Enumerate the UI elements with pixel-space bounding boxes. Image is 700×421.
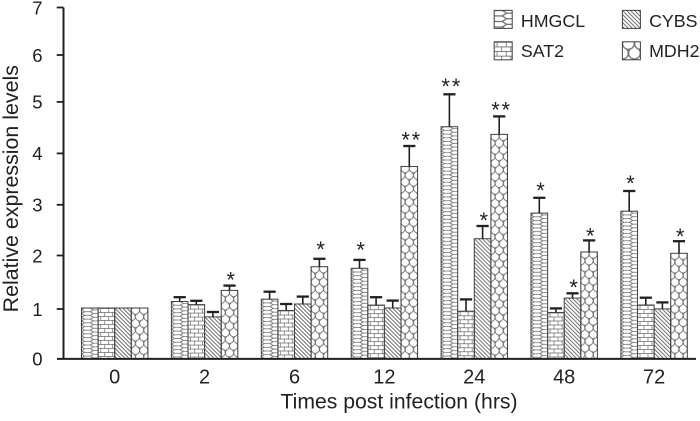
svg-text:*: *: [401, 128, 410, 153]
svg-text:HMGCL: HMGCL: [521, 11, 585, 31]
svg-text:Times post infection (hrs): Times post infection (hrs): [280, 391, 517, 414]
svg-text:*: *: [480, 208, 489, 233]
svg-text:6: 6: [32, 45, 42, 66]
svg-text:*: *: [491, 97, 500, 122]
svg-text:*: *: [626, 171, 635, 196]
svg-text:24: 24: [463, 367, 485, 389]
svg-text:*: *: [356, 237, 365, 262]
svg-text:72: 72: [643, 367, 665, 389]
svg-text:4: 4: [32, 143, 42, 164]
svg-text:Relative expression levels: Relative expression levels: [0, 65, 23, 312]
svg-text:CYBS: CYBS: [649, 11, 698, 31]
svg-text:48: 48: [553, 367, 575, 389]
svg-text:2: 2: [32, 245, 42, 266]
svg-text:12: 12: [373, 367, 395, 389]
svg-text:0: 0: [32, 349, 42, 370]
svg-text:*: *: [536, 178, 545, 203]
svg-text:SAT2: SAT2: [521, 41, 564, 61]
svg-text:MDH2: MDH2: [649, 41, 699, 61]
svg-text:5: 5: [32, 92, 42, 113]
svg-text:*: *: [316, 237, 325, 262]
svg-text:*: *: [569, 275, 578, 300]
svg-text:6: 6: [289, 367, 300, 389]
svg-text:*: *: [452, 74, 461, 99]
svg-text:0: 0: [109, 367, 120, 389]
svg-text:7: 7: [32, 0, 42, 18]
svg-text:*: *: [502, 97, 511, 122]
svg-text:*: *: [676, 224, 685, 249]
svg-text:1: 1: [32, 299, 42, 320]
svg-text:2: 2: [199, 367, 210, 389]
svg-text:*: *: [412, 128, 421, 153]
svg-text:*: *: [226, 268, 235, 293]
svg-text:3: 3: [32, 195, 42, 216]
svg-text:*: *: [586, 223, 595, 248]
svg-text:*: *: [441, 74, 450, 99]
